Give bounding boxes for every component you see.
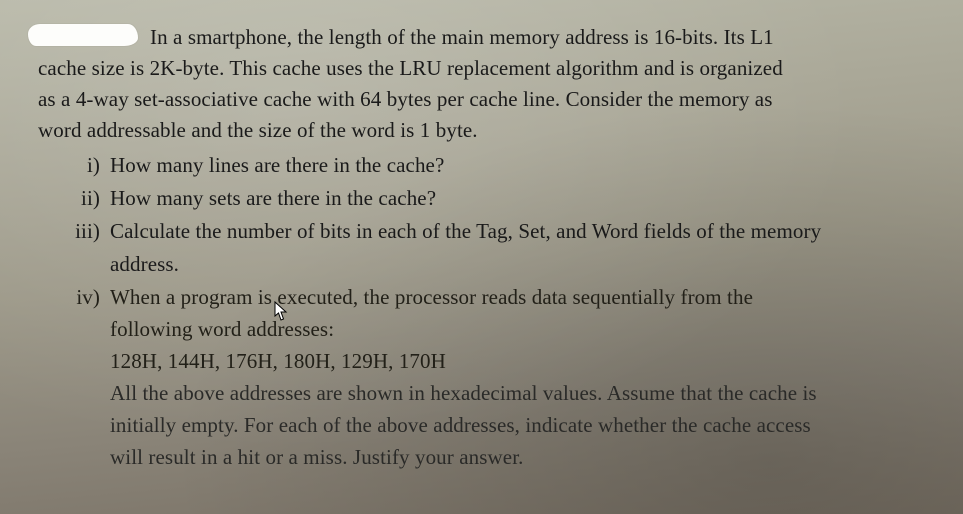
- address-list: 128H, 144H, 176H, 180H, 129H, 170H: [110, 346, 937, 377]
- item-text-cont: All the above addresses are shown in hex…: [110, 378, 937, 409]
- item-text: How many sets are there in the cache?: [110, 186, 436, 210]
- redaction-mark: [28, 24, 138, 46]
- item-number: i): [56, 150, 100, 181]
- item-number: ii): [56, 183, 100, 214]
- item-number: iv): [56, 282, 100, 313]
- question-list: i) How many lines are there in the cache…: [38, 150, 937, 473]
- intro-line-2: cache size is 2K-byte. This cache uses t…: [38, 56, 783, 80]
- question-item-iv: iv) When a program is executed, the proc…: [38, 282, 937, 473]
- item-number: iii): [56, 216, 100, 247]
- item-text-cont: following word addresses:: [110, 314, 937, 345]
- item-text: Calculate the number of bits in each of …: [110, 219, 821, 243]
- item-text: How many lines are there in the cache?: [110, 153, 444, 177]
- item-text-cont: will result in a hit or a miss. Justify …: [110, 442, 937, 473]
- item-text-cont: address.: [110, 249, 937, 280]
- intro-line-1: In a smartphone, the length of the main …: [150, 25, 774, 49]
- question-text-block: In a smartphone, the length of the main …: [38, 22, 937, 473]
- intro-line-3: as a 4-way set-associative cache with 64…: [38, 87, 773, 111]
- item-text: When a program is executed, the processo…: [110, 285, 753, 309]
- problem-statement: In a smartphone, the length of the main …: [38, 22, 937, 146]
- item-text-cont: initially empty. For each of the above a…: [110, 410, 937, 441]
- question-item-iii: iii) Calculate the number of bits in eac…: [38, 216, 937, 279]
- question-item-i: i) How many lines are there in the cache…: [38, 150, 937, 181]
- intro-line-4: word addressable and the size of the wor…: [38, 118, 478, 142]
- question-item-ii: ii) How many sets are there in the cache…: [38, 183, 937, 214]
